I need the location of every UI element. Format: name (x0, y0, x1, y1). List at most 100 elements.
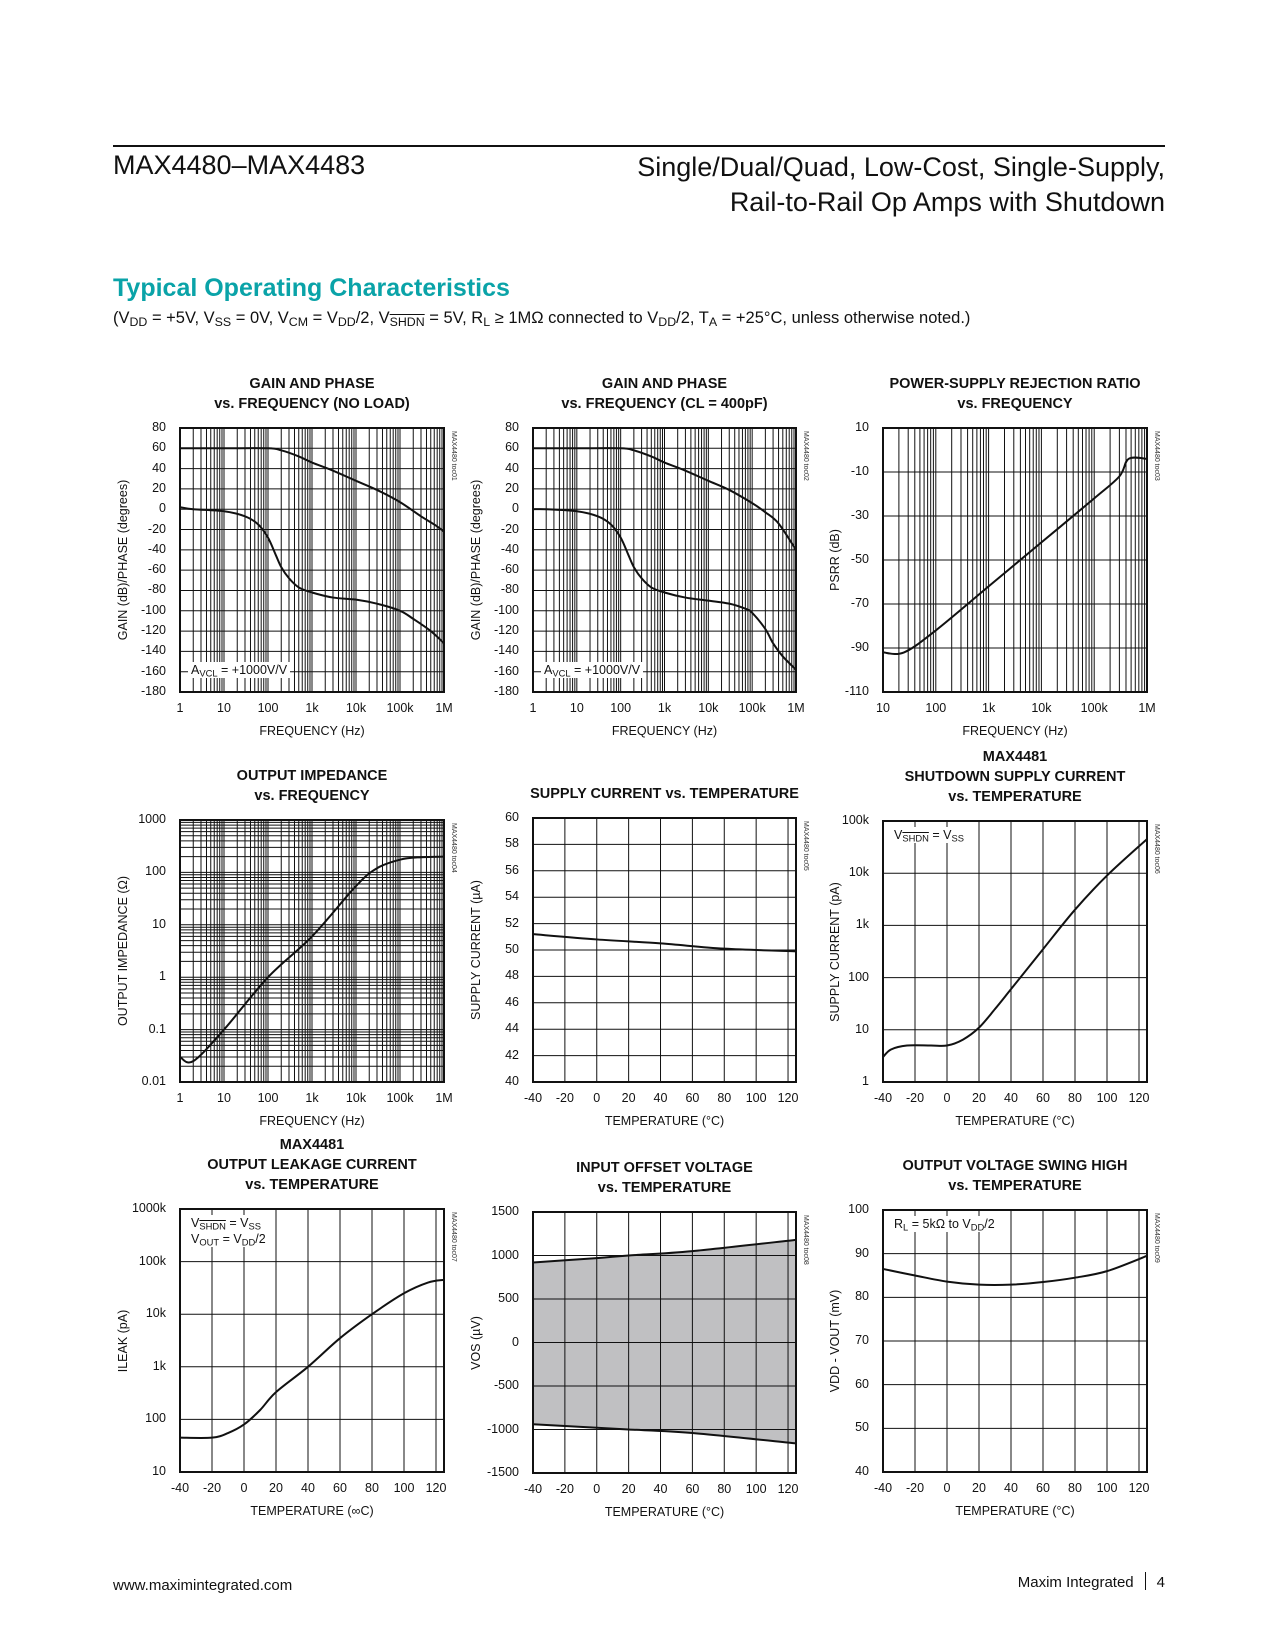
y-tick-label: 10 (855, 420, 869, 434)
y-axis-label: ILEAK (pA) (116, 1309, 130, 1372)
y-tick-label: 40 (505, 1074, 519, 1088)
subscript: CM (288, 315, 309, 330)
x-tick-label: 1M (1138, 701, 1156, 715)
x-tick-label: 1k (981, 701, 996, 715)
x-tick-label: 60 (1036, 1481, 1050, 1495)
chart-title: OUTPUT VOLTAGE SWING HIGH (902, 1158, 1128, 1174)
chart-title: OUTPUT IMPEDANCE (236, 768, 388, 784)
x-tick-label: -40 (873, 1091, 893, 1105)
test-conditions: (VDD = +5V, VSS = 0V, VCM = VDD/2, VSHDN… (113, 309, 970, 328)
x-tick-label: 100 (257, 701, 279, 715)
subscript: DD (337, 315, 356, 330)
x-tick-label: 10 (217, 701, 231, 715)
subscript: SS (248, 1221, 261, 1232)
x-tick-label: 20 (269, 1481, 283, 1495)
x-tick-label: 40 (1004, 1091, 1018, 1105)
y-tick-label: 1000 (491, 1247, 519, 1262)
plot-group (532, 427, 797, 693)
y-tick-label: -40 (147, 541, 166, 556)
x-tick-label: -20 (555, 1091, 574, 1105)
x-tick-label: 40 (1004, 1481, 1018, 1495)
x-tick-label: 100 (257, 1091, 279, 1105)
y-tick-label: -20 (500, 521, 519, 536)
text-span: = 5V, R (424, 309, 484, 327)
y-tick-label: 1500 (491, 1204, 519, 1218)
figure-code: MAX4480 toc06 (1153, 824, 1160, 874)
chart-title: vs. FREQUENCY (CL = 400pF) (561, 396, 768, 412)
y-tick-label: -140 (493, 643, 519, 658)
y-tick-label: 80 (855, 1289, 869, 1304)
figure-code: MAX4480 toc04 (450, 823, 457, 873)
subscript: DD (129, 315, 148, 330)
x-tick-label: 40 (653, 1482, 668, 1496)
y-tick-label: 100k (138, 1253, 166, 1268)
subscript: SS (214, 315, 232, 330)
y-tick-label: 50 (505, 942, 519, 956)
plot-group (179, 1208, 445, 1473)
chart-title: GAIN AND PHASE (249, 376, 375, 392)
x-tick-label: -40 (873, 1481, 893, 1495)
text-span: (V (113, 309, 130, 327)
y-tick-label: -120 (493, 623, 519, 638)
y-tick-label: -1000 (487, 1421, 519, 1436)
y-tick-label: 10k (145, 1306, 166, 1321)
y-tick-label: 20 (152, 480, 166, 495)
y-tick-label: 80 (505, 420, 519, 434)
y-axis-label: OUTPUT IMPEDANCE (Ω) (116, 875, 130, 1027)
annotation-line: VOUT = VDD/2 (191, 1231, 266, 1247)
y-tick-label: 44 (505, 1021, 519, 1036)
chart-title: POWER-SUPPLY REJECTION RATIO (889, 376, 1141, 392)
text-span: V (191, 1232, 200, 1246)
footer-separator (1144, 1572, 1146, 1590)
series-line-upper-limit (532, 1238, 797, 1264)
y-tick-label: 42 (505, 1047, 519, 1062)
text-span: R (894, 1217, 904, 1231)
y-tick-label: -160 (493, 663, 519, 678)
x-tick-label: 120 (777, 1091, 799, 1105)
x-tick-label: 20 (621, 1482, 636, 1496)
x-tick-label: 100 (745, 1482, 767, 1496)
text-span: V (894, 828, 903, 842)
section-title: Typical Operating Characteristics (113, 274, 510, 302)
series-line-lower-limit (532, 1423, 797, 1445)
page-number: 4 (1156, 1574, 1165, 1591)
y-tick-label: 1000 (138, 812, 166, 826)
y-tick-label: 20 (505, 480, 519, 495)
series-line-gain (179, 447, 445, 533)
y-tick-label: 90 (855, 1245, 869, 1260)
chart-plot-area (179, 427, 445, 693)
x-tick-label: 60 (1036, 1091, 1050, 1105)
x-axis-label: FREQUENCY (Hz) (962, 724, 1068, 738)
title-line-1: Single/Dual/Quad, Low-Cost, Single-Suppl… (637, 152, 1165, 182)
x-tick-label: 0 (943, 1091, 951, 1105)
x-tick-label: 100 (925, 701, 947, 715)
x-tick-label: 1 (176, 701, 184, 715)
x-axis-label: TEMPERATURE (°C) (604, 1114, 725, 1128)
y-tick-label: 10k (848, 865, 869, 880)
chart-title: GAIN AND PHASE (601, 376, 728, 392)
footer-url[interactable]: www.maximintegrated.com (113, 1577, 293, 1594)
y-tick-label: 10 (855, 1021, 869, 1036)
subscript: L (903, 1222, 909, 1233)
text-span: = 5kΩ to V (908, 1217, 971, 1231)
plot-frame (179, 1208, 445, 1473)
y-tick-label: -110 (844, 684, 869, 698)
subscript: A (708, 315, 718, 330)
y-tick-label: 10 (152, 1464, 166, 1478)
chart-title: OUTPUT LEAKAGE CURRENT (207, 1157, 417, 1173)
y-tick-label: -60 (500, 562, 519, 577)
x-axis-label: FREQUENCY (Hz) (611, 724, 718, 738)
y-tick-label: 52 (505, 915, 519, 930)
x-tick-label: 60 (685, 1482, 700, 1496)
x-tick-label: 80 (1068, 1481, 1082, 1495)
chart-title: SUPPLY CURRENT vs. TEMPERATURE (530, 786, 799, 802)
figure-code: MAX4480 toc08 (802, 1215, 809, 1265)
plot-group (882, 1209, 1148, 1473)
chart-annotation: RL = 5kΩ to VDD/2 (891, 1216, 998, 1232)
series-line-psrr (882, 456, 1148, 656)
series-line-gain (532, 447, 797, 551)
chart-plot-area (882, 427, 1148, 693)
y-tick-label: -60 (147, 562, 166, 577)
y-tick-label: 0 (512, 501, 519, 516)
subscript: DD (658, 315, 677, 330)
